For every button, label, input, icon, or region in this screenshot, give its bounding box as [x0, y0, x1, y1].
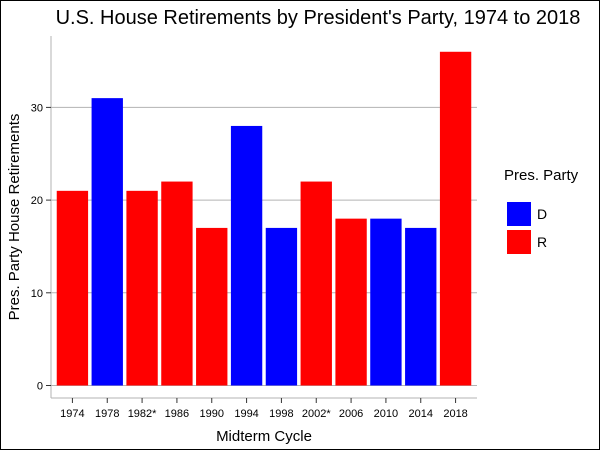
- x-tick-label: 1998: [269, 408, 293, 420]
- x-tick-label: 2010: [374, 408, 398, 420]
- bar-1990: [196, 227, 228, 386]
- x-tick-label: 1990: [200, 408, 224, 420]
- x-tick-label: 1978: [95, 408, 119, 420]
- bar-1998: [265, 227, 298, 386]
- bar-2018: [439, 51, 472, 386]
- y-tick-label: 10: [31, 288, 43, 300]
- y-tick-label: 20: [31, 195, 43, 207]
- y-tick-label: 0: [37, 381, 43, 393]
- x-tick-label: 2006: [339, 408, 363, 420]
- bars: [56, 51, 472, 386]
- bar-2014: [405, 227, 437, 386]
- x-axis-label: Midterm Cycle: [216, 428, 312, 445]
- bar-1994: [230, 125, 263, 386]
- x-tick-label: 2018: [443, 408, 467, 420]
- legend-swatch-D: [507, 202, 531, 226]
- x-tick-label: 2002*: [302, 408, 331, 420]
- bar-1974: [56, 190, 89, 386]
- x-tick-labels: 1974 1978 1982* 1986 1990 1994 1998 2002* 2006 20…: [60, 398, 468, 420]
- x-tick-label: 1982*: [128, 408, 157, 420]
- chart-title: U.S. House Retirements by President's Pa…: [56, 7, 581, 29]
- x-tick-label: 1986: [165, 408, 189, 420]
- legend: Pres. Party DR: [504, 167, 579, 254]
- bar-2006: [335, 218, 367, 386]
- legend-title: Pres. Party: [504, 167, 579, 184]
- x-tick-label: 1974: [60, 408, 84, 420]
- bar-1986: [161, 181, 193, 386]
- bar-2010: [370, 218, 402, 386]
- legend-label-R: R: [537, 234, 547, 250]
- y-axis-label: Pres. Party House Retirements: [6, 114, 23, 321]
- y-tick-labels: 0 10 20 30: [31, 102, 51, 393]
- legend-swatch-R: [507, 230, 531, 254]
- x-tick-label: 1994: [234, 408, 258, 420]
- bar-2002-star: [300, 181, 332, 386]
- bar-1978: [91, 98, 123, 386]
- x-tick-label: 2014: [409, 408, 433, 420]
- y-tick-label: 30: [31, 102, 43, 114]
- bar-1982-star: [126, 190, 158, 386]
- legend-label-D: D: [537, 206, 547, 222]
